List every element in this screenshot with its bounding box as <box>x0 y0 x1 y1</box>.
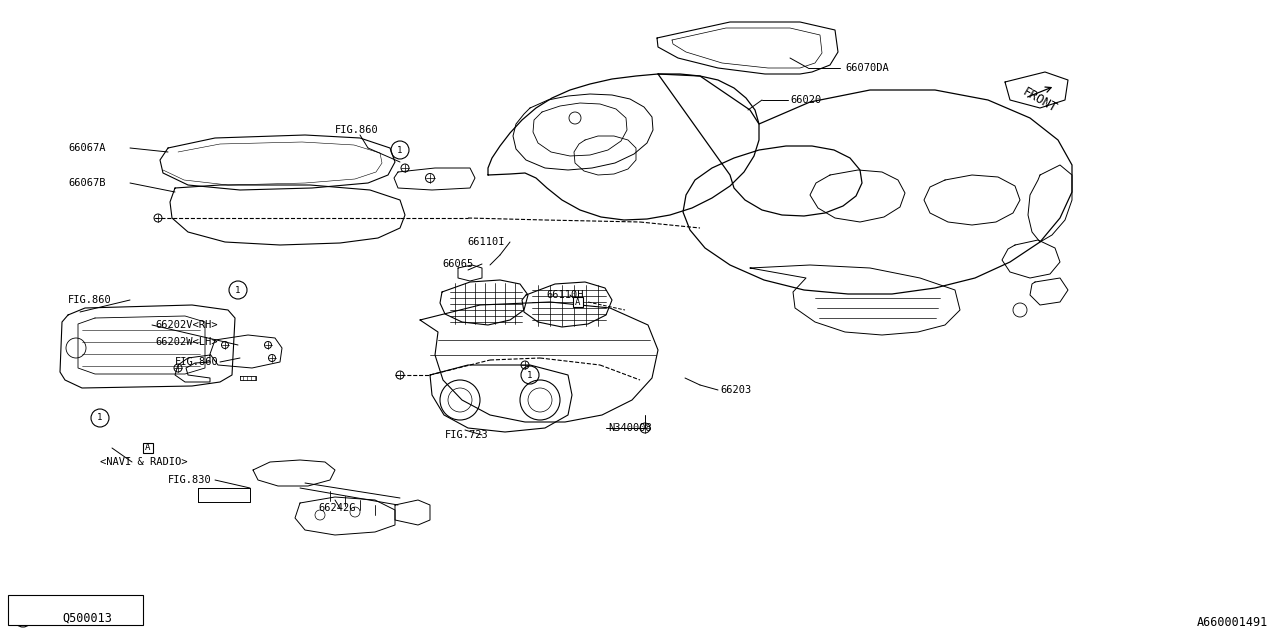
Text: 66110H: 66110H <box>547 290 584 300</box>
FancyBboxPatch shape <box>8 595 143 625</box>
Text: 66067A: 66067A <box>68 143 105 153</box>
Text: A: A <box>146 444 151 452</box>
Text: 66067B: 66067B <box>68 178 105 188</box>
Text: 66242G: 66242G <box>317 503 356 513</box>
FancyBboxPatch shape <box>143 443 154 453</box>
Text: A660001491: A660001491 <box>1197 616 1268 628</box>
Text: <NAVI & RADIO>: <NAVI & RADIO> <box>100 457 187 467</box>
Text: 1: 1 <box>527 371 532 380</box>
Text: FIG.860: FIG.860 <box>68 295 111 305</box>
Text: FRONT: FRONT <box>1020 85 1059 115</box>
Text: FIG.860: FIG.860 <box>175 357 219 367</box>
Text: FIG.860: FIG.860 <box>335 125 379 135</box>
Text: FIG.830: FIG.830 <box>168 475 211 485</box>
Text: N340008: N340008 <box>608 423 652 433</box>
Text: 1: 1 <box>97 413 102 422</box>
Text: 66020: 66020 <box>790 95 822 105</box>
Text: FIG.723: FIG.723 <box>445 430 489 440</box>
Text: 66202W<LH>: 66202W<LH> <box>155 337 218 347</box>
Text: 1: 1 <box>236 285 241 294</box>
Text: Q500013: Q500013 <box>61 611 111 625</box>
Text: 66070DA: 66070DA <box>845 63 888 73</box>
Text: 66202V<RH>: 66202V<RH> <box>155 320 218 330</box>
Text: 66110I: 66110I <box>467 237 504 247</box>
Text: 66065: 66065 <box>442 259 474 269</box>
Text: 1: 1 <box>20 614 26 623</box>
FancyBboxPatch shape <box>573 297 582 307</box>
Text: 1: 1 <box>397 145 403 154</box>
Text: A: A <box>575 298 581 307</box>
Text: 66203: 66203 <box>721 385 751 395</box>
